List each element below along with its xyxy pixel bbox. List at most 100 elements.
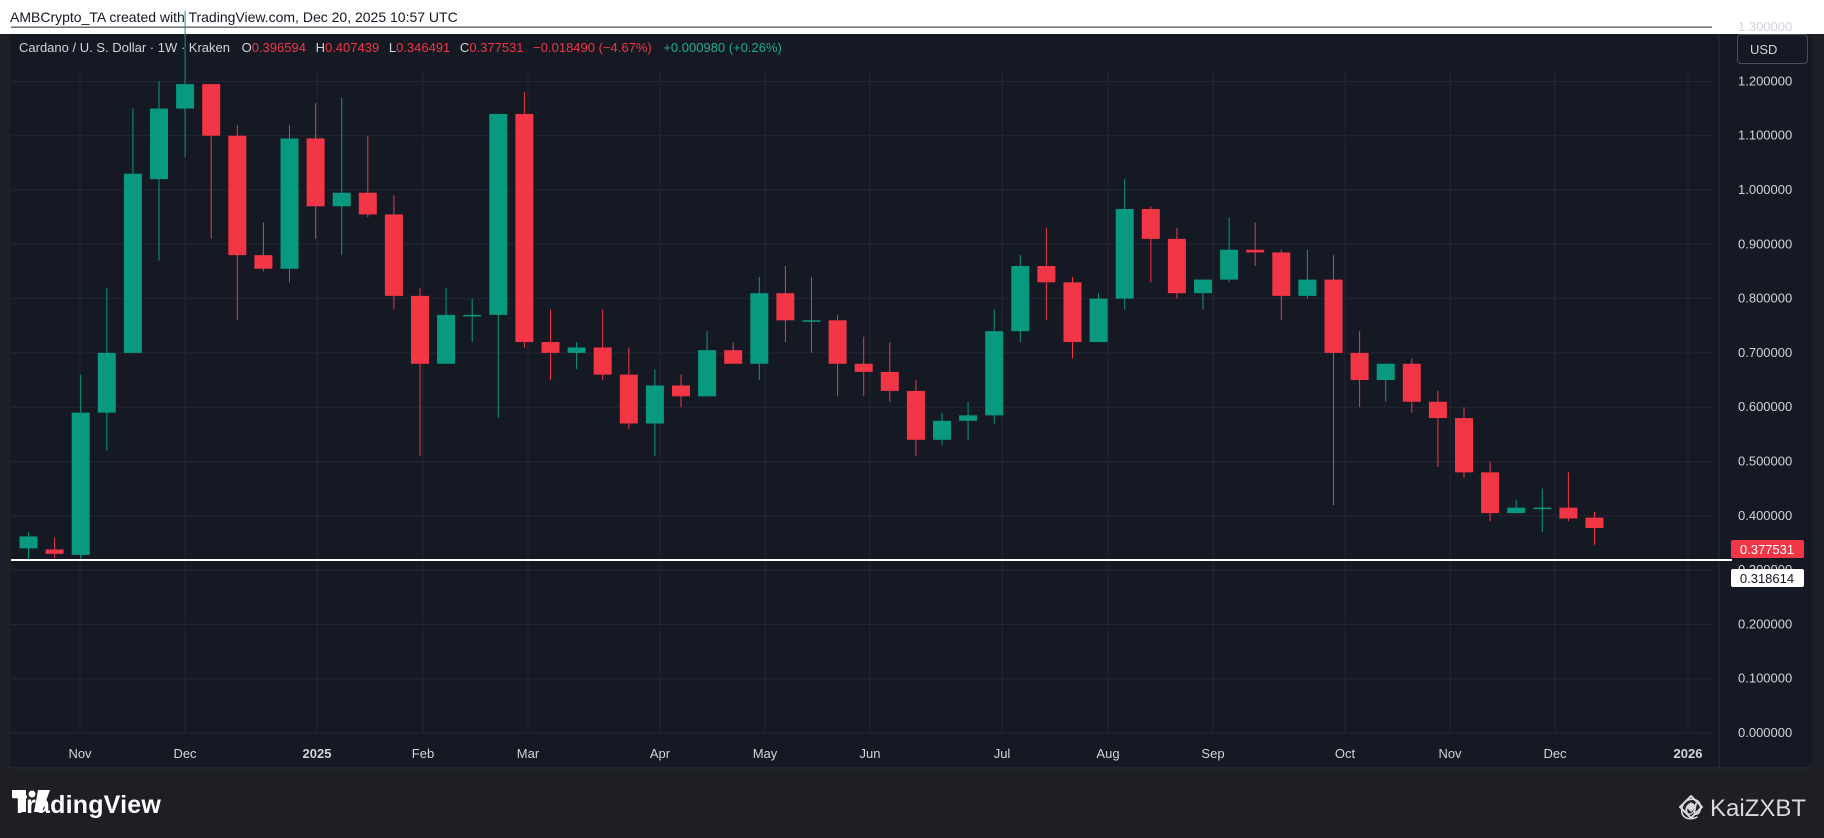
y-tick-label: 0.400000 bbox=[1738, 508, 1792, 523]
candle-body bbox=[1141, 209, 1160, 239]
y-tick-label: 1.300000 bbox=[1738, 19, 1792, 34]
candle-body bbox=[1324, 279, 1343, 353]
candle-body bbox=[123, 173, 142, 353]
candle-body bbox=[202, 84, 221, 136]
price-tags: 0.377531 0.318614 bbox=[1731, 540, 1804, 587]
candle-body bbox=[1298, 279, 1317, 296]
x-tick-label: Jul bbox=[994, 746, 1011, 761]
legend-symbol: Cardano / U. S. Dollar · 1W · Kraken bbox=[19, 40, 230, 55]
candle-body bbox=[1063, 282, 1082, 343]
legend-h-label: H bbox=[316, 40, 325, 55]
candle-body bbox=[802, 320, 821, 322]
last-price-tag: 0.377531 bbox=[1740, 542, 1794, 557]
time-axis: Nov Dec 2025 Feb Mar Apr May Jun Jul Aug Sep Oct Nov… bbox=[68, 746, 1702, 761]
candle-body bbox=[880, 371, 899, 391]
y-tick-label: 0.700000 bbox=[1738, 345, 1792, 360]
x-tick-label: Mar bbox=[517, 746, 540, 761]
watermark-text: AMBCrypto_TA created with TradingView.co… bbox=[10, 9, 458, 25]
candle-body bbox=[489, 113, 508, 315]
candle-body bbox=[306, 138, 325, 207]
candle-body bbox=[1220, 249, 1239, 280]
candle-body bbox=[541, 342, 560, 353]
x-tick-label: 2026 bbox=[1674, 746, 1703, 761]
y-tick-label: 1.000000 bbox=[1738, 182, 1792, 197]
y-tick-label: 0.000000 bbox=[1738, 725, 1792, 740]
candle-body bbox=[1428, 401, 1447, 419]
candle-body bbox=[698, 350, 717, 397]
candle-body bbox=[1481, 472, 1500, 514]
candle-body bbox=[1194, 279, 1212, 294]
candle-body bbox=[97, 352, 116, 413]
candle-body bbox=[515, 113, 534, 343]
legend-o-label: O bbox=[242, 40, 252, 55]
x-tick-label: Dec bbox=[173, 746, 197, 761]
candle-body bbox=[280, 138, 299, 269]
candle-body bbox=[150, 108, 168, 180]
candle-body bbox=[854, 363, 873, 372]
candle-body bbox=[463, 314, 482, 317]
candle-body bbox=[619, 374, 638, 424]
svg-text:Cardano / U. S. Dollar · 1W ·: Cardano / U. S. Dollar · 1W · Kraken O0.… bbox=[19, 40, 782, 55]
legend-open: 0.396594 bbox=[252, 40, 306, 55]
line-price-tag: 0.318614 bbox=[1740, 571, 1794, 586]
candle-body bbox=[1585, 517, 1604, 529]
candle-body bbox=[1350, 352, 1369, 381]
candle-body bbox=[906, 390, 925, 440]
candle-body bbox=[1246, 249, 1265, 253]
candle-body bbox=[1507, 507, 1526, 514]
candle-body bbox=[1115, 209, 1134, 299]
legend-high: 0.407439 bbox=[325, 40, 379, 55]
legend-c-label: C bbox=[460, 40, 469, 55]
legend-change: −0.018490 (−4.67%) bbox=[533, 40, 652, 55]
y-tick-label: 0.800000 bbox=[1738, 291, 1792, 306]
x-tick-label: Oct bbox=[1335, 746, 1356, 761]
candle-body bbox=[71, 412, 90, 555]
legend-l-label: L bbox=[389, 40, 396, 55]
x-tick-label: 2025 bbox=[303, 746, 332, 761]
candle-body bbox=[228, 135, 247, 256]
tradingview-logo[interactable]: TradingView bbox=[12, 790, 161, 820]
x-tick-label: May bbox=[753, 746, 778, 761]
candle-body bbox=[672, 385, 690, 397]
candle-body bbox=[1089, 298, 1108, 343]
candle-body bbox=[776, 293, 795, 321]
currency-button[interactable]: USD bbox=[1737, 34, 1808, 64]
price-axis: 0.0000000.1000000.2000000.3000000.400000… bbox=[1738, 19, 1792, 740]
candle-body bbox=[1011, 266, 1030, 332]
candle-body bbox=[254, 255, 273, 269]
candle-body bbox=[828, 320, 847, 364]
candle-body bbox=[437, 314, 456, 364]
y-tick-label: 0.500000 bbox=[1738, 454, 1792, 469]
candle-body bbox=[1037, 266, 1056, 283]
candle-body bbox=[593, 347, 612, 375]
y-tick-label: 0.600000 bbox=[1738, 399, 1792, 414]
candle-body bbox=[332, 192, 351, 207]
candle-body bbox=[567, 347, 586, 353]
x-tick-label: Nov bbox=[68, 746, 92, 761]
y-tick-label: 1.100000 bbox=[1738, 128, 1792, 143]
candle-body bbox=[1376, 363, 1395, 381]
candle-body bbox=[645, 385, 664, 424]
y-tick-label: 0.100000 bbox=[1738, 671, 1792, 686]
watermark-bar: AMBCrypto_TA created with TradingView.co… bbox=[0, 0, 1824, 34]
x-tick-label: Apr bbox=[650, 746, 671, 761]
candle-body bbox=[19, 536, 38, 549]
last-price-tag-bg bbox=[1731, 540, 1804, 558]
candle-body bbox=[1272, 252, 1291, 296]
x-tick-label: Nov bbox=[1438, 746, 1462, 761]
tradingview-logo-icon bbox=[12, 790, 50, 812]
candle-body bbox=[1533, 507, 1552, 510]
candle-body bbox=[959, 415, 978, 421]
x-tick-label: Feb bbox=[412, 746, 434, 761]
candle-body bbox=[1402, 363, 1421, 402]
candle-body bbox=[1167, 238, 1186, 294]
x-tick-label: Aug bbox=[1096, 746, 1119, 761]
candle-body bbox=[411, 295, 429, 364]
y-tick-label: 0.200000 bbox=[1738, 616, 1792, 631]
x-tick-label: Jun bbox=[860, 746, 881, 761]
author-handle: @ KaiZXBT bbox=[1678, 795, 1806, 823]
diamond-logo-icon bbox=[1678, 795, 1703, 819]
legend-close: 0.377531 bbox=[469, 40, 523, 55]
line-price-tag-bg bbox=[1731, 569, 1804, 587]
